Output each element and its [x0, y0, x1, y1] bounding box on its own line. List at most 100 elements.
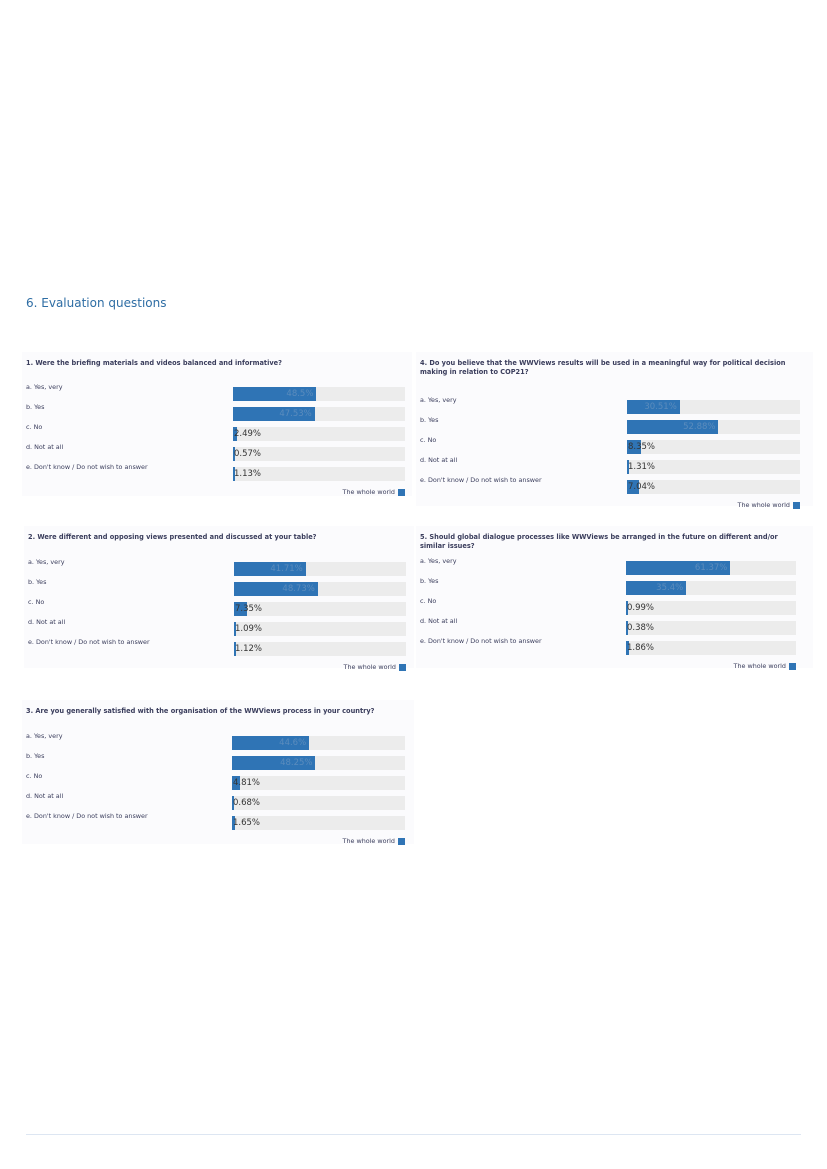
bar	[234, 562, 306, 576]
question-title: 3. Are you generally satisfied with the …	[26, 707, 375, 715]
bar	[234, 622, 236, 636]
option-label: e. Don't know / Do not wish to answer	[26, 463, 148, 471]
data-label: 1.86%	[627, 643, 655, 653]
bar-track: 44.6%	[232, 736, 405, 750]
option-label: e. Don't know / Do not wish to answer	[28, 638, 150, 646]
bar-track: 7.35%	[234, 602, 406, 616]
option-label: a. Yes, very	[26, 383, 63, 391]
question-chart-4: 4. Do you believe that the WWViews resul…	[416, 352, 813, 509]
bar-track: 1.12%	[234, 642, 406, 656]
data-label: 52.88%	[683, 422, 716, 432]
bar	[232, 776, 241, 790]
question-chart-2: 2. Were different and opposing views pre…	[24, 526, 414, 671]
data-label: 1.12%	[235, 644, 263, 654]
bar	[232, 736, 310, 750]
data-label: 44.6%	[279, 738, 307, 748]
option-label: e. Don't know / Do not wish to answer	[420, 476, 542, 484]
bar-track: 1.09%	[234, 622, 406, 636]
bar	[626, 581, 687, 595]
option-label: b. Yes	[420, 416, 439, 424]
data-label: 48.73%	[282, 584, 315, 594]
data-label: 35.4%	[656, 583, 684, 593]
data-label: 47.53%	[279, 409, 312, 419]
bar	[234, 602, 247, 616]
data-label: 48.5%	[286, 389, 314, 399]
bar-track: 0.57%	[233, 447, 405, 461]
bar	[234, 582, 318, 596]
legend-swatch	[399, 664, 406, 671]
option-label: c. No	[26, 772, 43, 780]
legend-swatch	[789, 663, 796, 670]
bar-track: 2.49%	[233, 427, 405, 441]
bar-track: 41.71%	[234, 562, 406, 576]
question-chart-1: 1. Were the briefing materials and video…	[22, 352, 412, 496]
legend-swatch	[793, 502, 800, 509]
bar-track: 48.73%	[234, 582, 406, 596]
bar-track: 1.13%	[233, 467, 405, 481]
bar	[626, 601, 628, 615]
data-label: 41.71%	[270, 564, 303, 574]
option-label: b. Yes	[26, 403, 45, 411]
bar-track: 48.5%	[233, 387, 405, 401]
question-title: 1. Were the briefing materials and video…	[26, 359, 282, 367]
option-label: e. Don't know / Do not wish to answer	[420, 637, 542, 645]
bar	[626, 641, 630, 655]
data-label: 61.37%	[694, 563, 728, 573]
question-title: 4. Do you believe that the WWViews resul…	[420, 359, 786, 376]
bar-track: 61.37%	[626, 561, 796, 575]
option-label: d. Not at all	[26, 792, 64, 800]
option-label: c. No	[420, 597, 437, 605]
legend-label: The whole world	[737, 501, 790, 509]
bar-track: 47.53%	[233, 407, 405, 421]
bar-track: 7.04%	[627, 480, 800, 494]
bar-track: 52.88%	[627, 420, 800, 434]
bar	[232, 756, 316, 770]
data-label: 0.68%	[233, 798, 261, 808]
bar	[627, 420, 719, 434]
bar-track: 48.25%	[232, 756, 405, 770]
data-label: 7.04%	[628, 482, 656, 492]
option-label: a. Yes, very	[420, 557, 457, 565]
bar-track: 1.31%	[627, 460, 800, 474]
option-label: a. Yes, very	[28, 558, 65, 566]
option-label: b. Yes	[28, 578, 47, 586]
bar	[627, 400, 680, 414]
option-label: d. Not at all	[420, 617, 458, 625]
option-label: c. No	[28, 598, 45, 606]
legend-swatch	[398, 489, 405, 496]
bar-track: 8.35%	[627, 440, 800, 454]
bar	[233, 467, 235, 481]
bar-track: 0.68%	[232, 796, 405, 810]
data-label: 7.35%	[235, 604, 263, 614]
bar	[233, 387, 317, 401]
data-label: 2.49%	[234, 429, 262, 439]
option-label: b. Yes	[420, 577, 439, 585]
legend-label: The whole world	[342, 488, 395, 496]
bar	[233, 447, 235, 461]
bar	[232, 816, 235, 830]
data-label: 1.13%	[234, 469, 262, 479]
data-label: 8.35%	[628, 442, 656, 452]
bar	[233, 407, 315, 421]
bar-track: 35.4%	[626, 581, 796, 595]
data-label: 4.81%	[233, 778, 261, 788]
bar-track: 0.38%	[626, 621, 796, 635]
bar	[627, 460, 630, 474]
data-label: 1.31%	[628, 462, 656, 472]
bar	[627, 480, 640, 494]
option-label: c. No	[26, 423, 43, 431]
option-label: d. Not at all	[26, 443, 64, 451]
bar	[232, 796, 234, 810]
option-label: a. Yes, very	[26, 732, 63, 740]
legend-label: The whole world	[342, 837, 395, 845]
data-label: 1.65%	[233, 818, 261, 828]
bar	[234, 642, 236, 656]
bar-track: 0.99%	[626, 601, 796, 615]
data-label: 0.38%	[627, 623, 655, 633]
data-label: 30.51%	[644, 402, 677, 412]
question-title: 5. Should global dialogue processes like…	[420, 533, 778, 550]
bar	[233, 427, 238, 441]
bar-track: 1.65%	[232, 816, 405, 830]
bar	[627, 440, 642, 454]
data-label: 48.25%	[280, 758, 313, 768]
